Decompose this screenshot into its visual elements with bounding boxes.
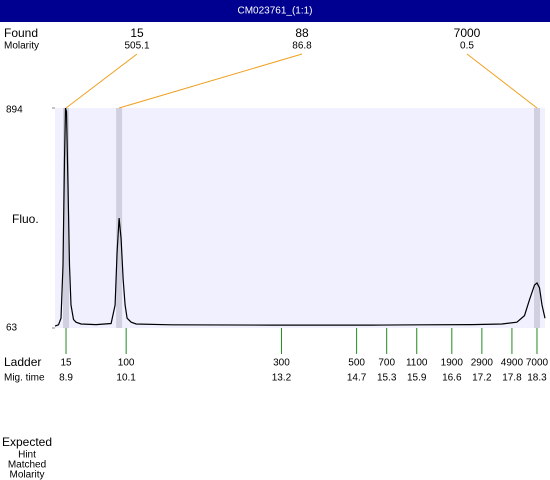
molarity-bottom-label: Molarity	[9, 470, 44, 480]
peak-band	[63, 108, 70, 328]
y-axis-label: Fluo.	[12, 212, 39, 226]
y-tick-label: 63	[6, 323, 18, 334]
trace	[54, 107, 546, 327]
found-size: 15	[130, 26, 144, 40]
ladder-time: 14.7	[347, 373, 367, 384]
ladder-time: 17.8	[502, 373, 522, 384]
ladder-time: 18.3	[527, 373, 547, 384]
ladder-size: 300	[273, 358, 290, 369]
peak-connector	[65, 53, 138, 109]
ladder-size: 15	[60, 358, 72, 369]
chart-title: CM023761_(1:1)	[237, 6, 312, 17]
ladder-size: 2900	[471, 358, 494, 369]
ladder-time: 13.2	[272, 373, 292, 384]
ladder-time: 16.6	[442, 373, 462, 384]
found-molarity: 86.8	[292, 41, 312, 52]
ladder-size: 1100	[406, 358, 428, 369]
peak-band	[116, 108, 123, 328]
ladder-size: 100	[118, 358, 135, 369]
plot-area	[55, 108, 545, 328]
matched-label: Matched	[8, 460, 46, 471]
peak-connector	[466, 53, 538, 109]
peak-band	[533, 108, 540, 328]
y-tick-label: 894	[6, 105, 23, 116]
found-label: Found	[4, 26, 38, 40]
found-size: 88	[295, 26, 309, 40]
found-molarity: 0.5	[460, 41, 474, 52]
ladder-time: 17.2	[472, 373, 492, 384]
found-molarity: 505.1	[124, 41, 149, 52]
ladder-size: 500	[348, 358, 365, 369]
ladder-label: Ladder	[4, 355, 41, 369]
title-bar	[0, 0, 550, 22]
ladder-size: 700	[378, 358, 395, 369]
hint-label: Hint	[18, 450, 36, 461]
peak-connector	[118, 53, 303, 109]
migtime-label: Mig. time	[4, 373, 45, 384]
ladder-time: 8.9	[59, 373, 73, 384]
ladder-size: 1900	[441, 358, 464, 369]
ladder-time: 10.1	[116, 373, 136, 384]
found-size: 7000	[454, 26, 481, 40]
molarity-label: Molarity	[4, 41, 39, 52]
ladder-size: 4900	[501, 358, 524, 369]
ladder-size: 7000	[526, 358, 549, 369]
ladder-time: 15.3	[377, 373, 397, 384]
expected-label: Expected	[2, 435, 52, 449]
ladder-time: 15.9	[407, 373, 427, 384]
